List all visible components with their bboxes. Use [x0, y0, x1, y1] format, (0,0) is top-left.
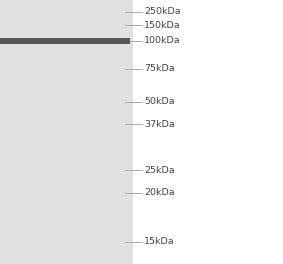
Text: 75kDa: 75kDa: [144, 64, 175, 73]
Text: 15kDa: 15kDa: [144, 237, 175, 246]
Text: 100kDa: 100kDa: [144, 36, 181, 45]
Text: 37kDa: 37kDa: [144, 120, 175, 129]
Bar: [0, 0, 133, 264]
Text: 20kDa: 20kDa: [144, 188, 175, 197]
Bar: [0, 38, 130, 44]
Text: 25kDa: 25kDa: [144, 166, 175, 175]
Text: 150kDa: 150kDa: [144, 21, 181, 30]
Text: 50kDa: 50kDa: [144, 97, 175, 106]
Text: 250kDa: 250kDa: [144, 7, 181, 16]
